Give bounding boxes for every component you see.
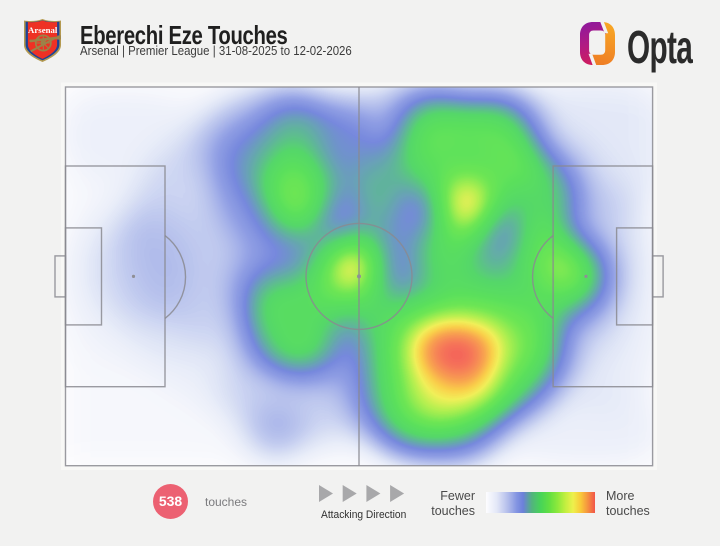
svg-text:Arsenal: Arsenal (28, 25, 58, 35)
